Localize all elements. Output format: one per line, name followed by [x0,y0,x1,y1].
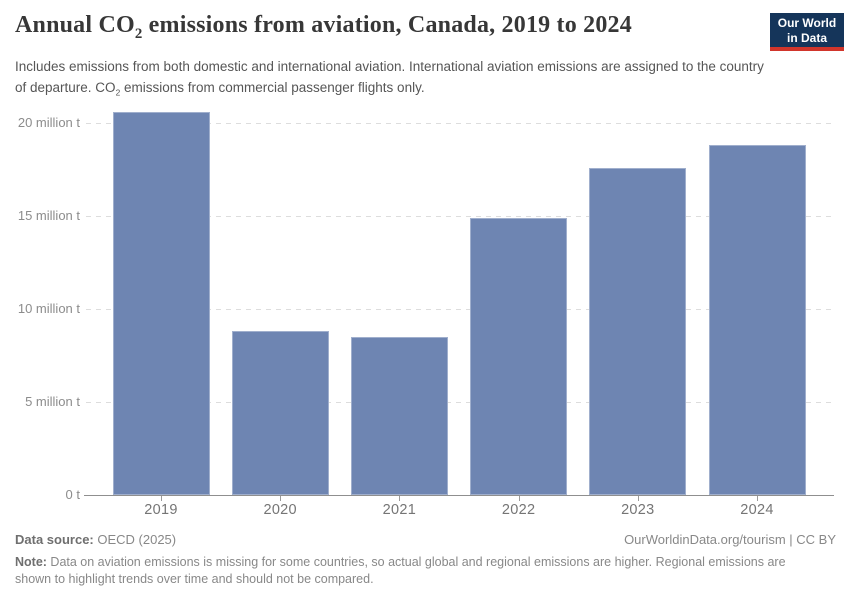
y-gridline [86,309,832,310]
x-axis-line [84,495,834,496]
y-axis-tick-label: 20 million t [17,115,80,130]
x-axis-tick-mark [399,496,401,501]
x-axis-tick-mark [280,496,282,501]
attribution-link[interactable]: OurWorldinData.org/tourism | CC BY [624,532,836,547]
chart-title-text-rest: emissions from aviation, Canada, 2019 to… [142,12,632,38]
x-axis-tick-label: 2022 [501,502,536,518]
x-axis-tick-mark [161,496,162,501]
chart-subtitle-subscript: 2 [115,87,121,98]
y-gridline [86,123,832,124]
x-axis-tick-mark [518,496,520,501]
bar-2020[interactable] [231,331,329,495]
chart-subtitle-text-rest: emissions from commercial passenger flig… [120,80,425,95]
x-axis-tick-mark [757,496,758,501]
x-axis-tick-mark [637,496,639,501]
footnote: Note: Data on aviation emissions is miss… [15,554,821,588]
x-axis-tick-label: 2019 [144,502,178,518]
footnote-value: Data on aviation emissions is missing fo… [15,555,786,586]
bar-2019[interactable] [112,111,210,495]
owid-logo-line1: Our World [777,16,837,30]
bar-2023[interactable] [589,167,687,495]
x-axis-tick-label: 2024 [740,502,774,518]
bar-2021[interactable] [350,336,448,495]
y-axis-tick-label: 0 t [65,487,80,502]
chart-subtitle: Includes emissions from both domestic an… [15,56,773,98]
owid-logo-line2: in Data [786,31,827,45]
y-gridline [86,402,832,403]
data-source-value: OECD (2025) [93,532,177,547]
chart-subtitle-text: Includes emissions from both domestic an… [15,59,764,95]
y-axis-tick-label: 10 million t [17,301,80,316]
x-axis-tick-label: 2020 [263,502,297,518]
y-gridline [86,216,832,217]
owid-logo-accent-bar [770,47,844,51]
data-source-label: Data source: [15,532,94,547]
bar-2022[interactable] [470,217,568,495]
y-axis-tick-label: 5 million t [25,394,80,409]
data-source-line: Data source: OECD (2025) [15,532,176,547]
footnote-label: Note: [15,555,47,569]
bar-2024[interactable] [708,145,806,495]
x-axis-tick-label: 2023 [621,502,655,518]
y-axis-tick-label: 15 million t [17,208,80,223]
chart-title: Annual CO2 emissions from aviation, Cana… [15,12,755,42]
chart-title-text: Annual CO [15,12,135,38]
chart-title-subscript: 2 [134,25,143,42]
x-axis-tick-label: 2021 [382,502,417,518]
owid-logo[interactable]: Our World in Data [770,13,844,51]
